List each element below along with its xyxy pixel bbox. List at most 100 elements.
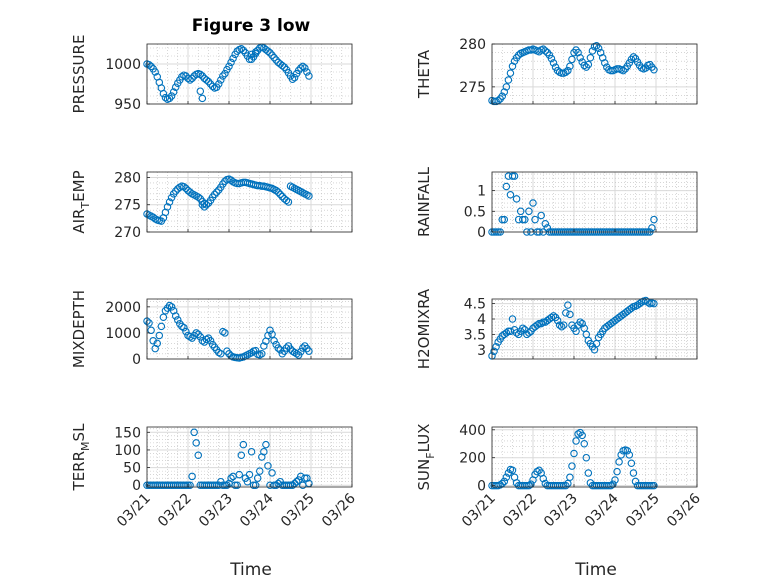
y-tick-label: 2000 <box>105 300 141 316</box>
data-point <box>198 72 207 80</box>
data-point <box>167 92 176 100</box>
data-point <box>512 195 521 203</box>
data-point <box>562 481 570 490</box>
data-point <box>188 472 196 481</box>
data-point <box>268 51 276 59</box>
data-point <box>208 82 217 91</box>
data-point <box>537 319 545 328</box>
data-point <box>627 459 636 468</box>
data-point <box>559 481 568 490</box>
data-point <box>500 477 509 486</box>
data-point <box>247 50 256 59</box>
data-point <box>251 48 260 56</box>
data-point <box>192 439 200 447</box>
data-point <box>171 83 180 91</box>
data-point <box>518 324 527 332</box>
data-point <box>276 190 284 199</box>
y-axis-label-subscript: M <box>79 441 92 451</box>
data-point <box>258 350 266 358</box>
y-axis-label: TERRMSL <box>70 423 92 492</box>
data-point <box>502 182 511 191</box>
data-point <box>623 446 632 455</box>
data-point <box>543 224 552 232</box>
y-tick-label: 0 <box>477 479 486 495</box>
data-point <box>204 77 213 86</box>
data-point <box>580 439 588 448</box>
data-point <box>521 215 529 224</box>
data-point <box>188 74 196 83</box>
data-point <box>239 440 248 449</box>
data-point <box>576 318 584 326</box>
data-point <box>245 470 254 479</box>
data-point <box>174 316 182 324</box>
data-point <box>617 451 625 459</box>
data-point <box>294 66 303 75</box>
data-point <box>180 323 188 332</box>
data-point <box>268 469 276 477</box>
data-point <box>194 193 203 201</box>
data-point <box>264 47 272 55</box>
data-point <box>594 44 603 53</box>
data-point <box>568 55 576 64</box>
data-point <box>167 303 176 311</box>
data-point <box>650 299 658 308</box>
data-point <box>221 481 229 489</box>
data-point <box>217 76 225 84</box>
data-point <box>251 346 260 355</box>
data-point <box>650 65 658 74</box>
y-tick-label: 100 <box>114 443 141 459</box>
data-point <box>541 219 550 228</box>
data-point <box>506 69 515 77</box>
data-point <box>260 342 268 350</box>
y-axis-label-subscript: T <box>79 202 92 210</box>
data-point <box>145 319 153 327</box>
data-point <box>619 66 627 75</box>
data-point <box>272 186 280 195</box>
data-point <box>186 76 194 84</box>
data-point <box>147 326 155 335</box>
data-point <box>182 184 190 193</box>
data-point <box>196 87 205 95</box>
data-point <box>266 326 274 335</box>
data-point <box>278 192 287 201</box>
data-point <box>492 342 500 351</box>
data-point <box>564 66 572 75</box>
data-point <box>274 188 282 196</box>
data-point <box>537 211 545 220</box>
data-point <box>280 63 289 71</box>
data-point <box>605 481 613 490</box>
data-point <box>165 301 174 310</box>
data-point <box>163 203 172 211</box>
data-point <box>219 72 227 80</box>
data-point <box>510 172 519 180</box>
data-point <box>566 62 574 71</box>
data-point <box>196 70 205 79</box>
data-point <box>292 477 301 486</box>
y-tick-label: 3.5 <box>464 327 486 343</box>
data-point <box>650 481 658 490</box>
y-axis-label-subscript: F <box>424 452 437 458</box>
data-point <box>574 430 582 438</box>
data-point <box>529 199 537 207</box>
data-point <box>274 344 282 352</box>
data-point <box>221 329 229 337</box>
y-tick-label: 950 <box>114 97 141 113</box>
data-point <box>282 196 291 205</box>
data-point <box>231 481 239 489</box>
y-tick-label: 4.5 <box>464 297 486 313</box>
data-point <box>547 54 556 63</box>
data-point <box>235 470 244 479</box>
data-point <box>576 53 584 62</box>
data-point <box>299 62 307 71</box>
data-point <box>549 312 558 320</box>
data-point <box>286 481 295 489</box>
data-point <box>572 437 580 445</box>
data-point <box>527 480 535 488</box>
y-axis-label-tail: EMP <box>70 170 88 201</box>
data-point <box>192 329 200 337</box>
data-point <box>508 172 517 180</box>
y-tick-label: 50 <box>123 461 141 477</box>
data-point <box>508 466 517 475</box>
y-axis-label: THETA <box>415 49 433 99</box>
y-axis-label-main: AIR <box>70 209 88 234</box>
